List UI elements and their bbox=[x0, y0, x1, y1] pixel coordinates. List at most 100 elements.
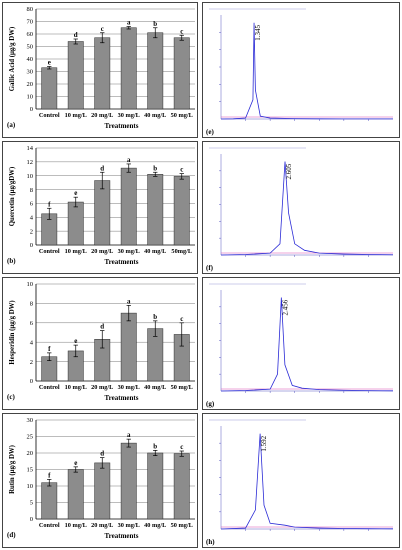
x-tick-label: Control bbox=[39, 384, 60, 391]
x-tick-label: 40 mg/L bbox=[144, 112, 166, 119]
x-tick-label: Control bbox=[39, 248, 60, 255]
bar bbox=[67, 469, 84, 520]
panel-label: (b) bbox=[7, 257, 16, 265]
significance-letter: f bbox=[48, 200, 51, 208]
y-tick-label: 40 bbox=[27, 56, 34, 63]
panel-label: (a) bbox=[7, 121, 16, 129]
significance-letter: b bbox=[153, 20, 157, 28]
bar bbox=[173, 176, 190, 246]
y-tick-label: 15 bbox=[27, 467, 34, 474]
x-tick-label: 10 mg/L bbox=[65, 248, 87, 255]
x-tick-label: 30 mg/L bbox=[118, 384, 140, 391]
bar bbox=[67, 41, 84, 110]
y-axis-label: Rutin (µg/g DW) bbox=[9, 445, 16, 494]
x-tick-label: 20 mg/L bbox=[91, 248, 113, 255]
y-tick-label: 10 bbox=[27, 483, 34, 490]
significance-letter: a bbox=[127, 156, 131, 164]
panel-label: (f) bbox=[206, 264, 214, 272]
x-tick-label: 50mg/L bbox=[171, 248, 192, 255]
x-axis-label: Treatments bbox=[105, 394, 139, 402]
y-tick-label: 10 bbox=[27, 94, 34, 101]
x-tick-label: 10 mg/L bbox=[65, 112, 87, 119]
y-tick-label: 8 bbox=[30, 301, 33, 308]
y-tick-label: 30 bbox=[27, 69, 34, 76]
y-tick-label: 2 bbox=[30, 228, 33, 235]
y-axis-label: Gallic Acid (µg/g DW) bbox=[9, 27, 16, 92]
chromatogram-trace bbox=[220, 22, 393, 120]
significance-letter: c bbox=[101, 25, 104, 33]
significance-letter: b bbox=[153, 442, 157, 450]
chromatogram-trace bbox=[220, 161, 394, 256]
significance-letter: b bbox=[153, 164, 157, 172]
y-tick-label: 25 bbox=[27, 434, 34, 441]
x-tick-label: 10 mg/L bbox=[65, 384, 87, 391]
y-tick-label: 0 bbox=[30, 378, 33, 385]
chromatogram-panel-f: 2.605 (f) bbox=[202, 141, 400, 274]
significance-letter: d bbox=[100, 323, 104, 331]
x-tick-label: Control bbox=[39, 522, 60, 529]
x-tick-label: 30 mg/L bbox=[118, 248, 140, 255]
bar bbox=[147, 452, 164, 520]
peak-label: 2.456 bbox=[281, 299, 289, 315]
y-tick-label: 4 bbox=[30, 214, 34, 221]
significance-letter: a bbox=[127, 431, 131, 439]
chromatogram-panel-h: 1.592 (h) bbox=[202, 413, 400, 548]
significance-letter: e bbox=[48, 59, 51, 67]
significance-letter: d bbox=[74, 31, 78, 39]
bar bbox=[120, 27, 137, 110]
panel-label: (h) bbox=[206, 538, 215, 546]
x-tick-label: 20 mg/L bbox=[91, 384, 113, 391]
x-axis-label: Treatments bbox=[105, 122, 139, 130]
y-tick-label: 10 bbox=[27, 281, 34, 288]
x-tick-label: 40 mg/L bbox=[144, 248, 166, 255]
y-tick-label: 70 bbox=[27, 19, 34, 26]
significance-letter: e bbox=[74, 189, 77, 197]
x-tick-label: 10 mg/L bbox=[65, 522, 87, 529]
chromatogram-trace bbox=[220, 297, 394, 392]
y-tick-label: 0 bbox=[30, 516, 33, 523]
bar bbox=[67, 201, 84, 246]
significance-letter: e bbox=[74, 459, 77, 467]
significance-letter: c bbox=[180, 443, 183, 451]
y-tick-label: 0 bbox=[30, 106, 33, 113]
y-tick-label: 20 bbox=[27, 81, 34, 88]
significance-letter: c bbox=[180, 166, 183, 174]
y-tick-label: 2 bbox=[30, 359, 33, 366]
x-tick-label: 20 mg/L bbox=[91, 112, 113, 119]
chromatogram-e: 1.345 (e) bbox=[206, 8, 393, 136]
significance-letter: a bbox=[127, 19, 131, 27]
panel-label: (g) bbox=[206, 400, 215, 408]
y-tick-label: 8 bbox=[30, 187, 33, 194]
bar bbox=[173, 453, 190, 520]
chromatogram-g: 2.456 (g) bbox=[206, 283, 394, 408]
bar bbox=[120, 312, 137, 382]
bar bbox=[41, 482, 58, 520]
y-tick-label: 60 bbox=[27, 31, 34, 38]
y-tick-label: 30 bbox=[27, 417, 34, 424]
y-tick-label: 50 bbox=[27, 44, 34, 51]
y-tick-label: 20 bbox=[27, 450, 34, 457]
chart-panel-c: 0 2 4 6 8 10 f Control e 10 mg/L d 20 mg/L a 30 mg/L b… bbox=[2, 277, 198, 410]
chart-panel-b: 0 2 4 6 8 10 12 14 f Control e 10 mg/L d 20 mg/L a 30 m… bbox=[2, 141, 198, 274]
significance-letter: d bbox=[100, 164, 104, 172]
bar bbox=[120, 442, 137, 520]
significance-letter: a bbox=[127, 297, 131, 305]
significance-letter: c bbox=[180, 27, 183, 35]
bar bbox=[41, 67, 58, 110]
significance-letter: d bbox=[100, 450, 104, 458]
x-axis-label: Treatments bbox=[105, 258, 139, 266]
chart-panel-a: 0 10 20 30 40 50 60 70 80 e Control d 10 mg/L c 20 mg/… bbox=[2, 2, 198, 138]
significance-letter: e bbox=[74, 337, 77, 345]
y-tick-label: 0 bbox=[30, 242, 33, 249]
significance-letter: f bbox=[48, 345, 51, 353]
chart-panel-d: 0 5 10 15 20 25 30 f Control e 10 mg/L d 20 mg/L a 30 … bbox=[2, 413, 198, 548]
x-tick-label: 50 mg/L bbox=[171, 522, 193, 529]
bar bbox=[94, 180, 111, 246]
bar bbox=[173, 37, 190, 110]
chromatogram-f: 2.605 (f) bbox=[206, 147, 394, 272]
x-tick-label: 30 mg/L bbox=[118, 522, 140, 529]
bar bbox=[94, 37, 111, 110]
bar-chart-b: 0 2 4 6 8 10 12 14 f Control e 10 mg/L d 20 mg/L a 30 m… bbox=[7, 145, 195, 266]
peak-label: 2.605 bbox=[285, 163, 293, 179]
panel-label: (c) bbox=[7, 393, 15, 401]
